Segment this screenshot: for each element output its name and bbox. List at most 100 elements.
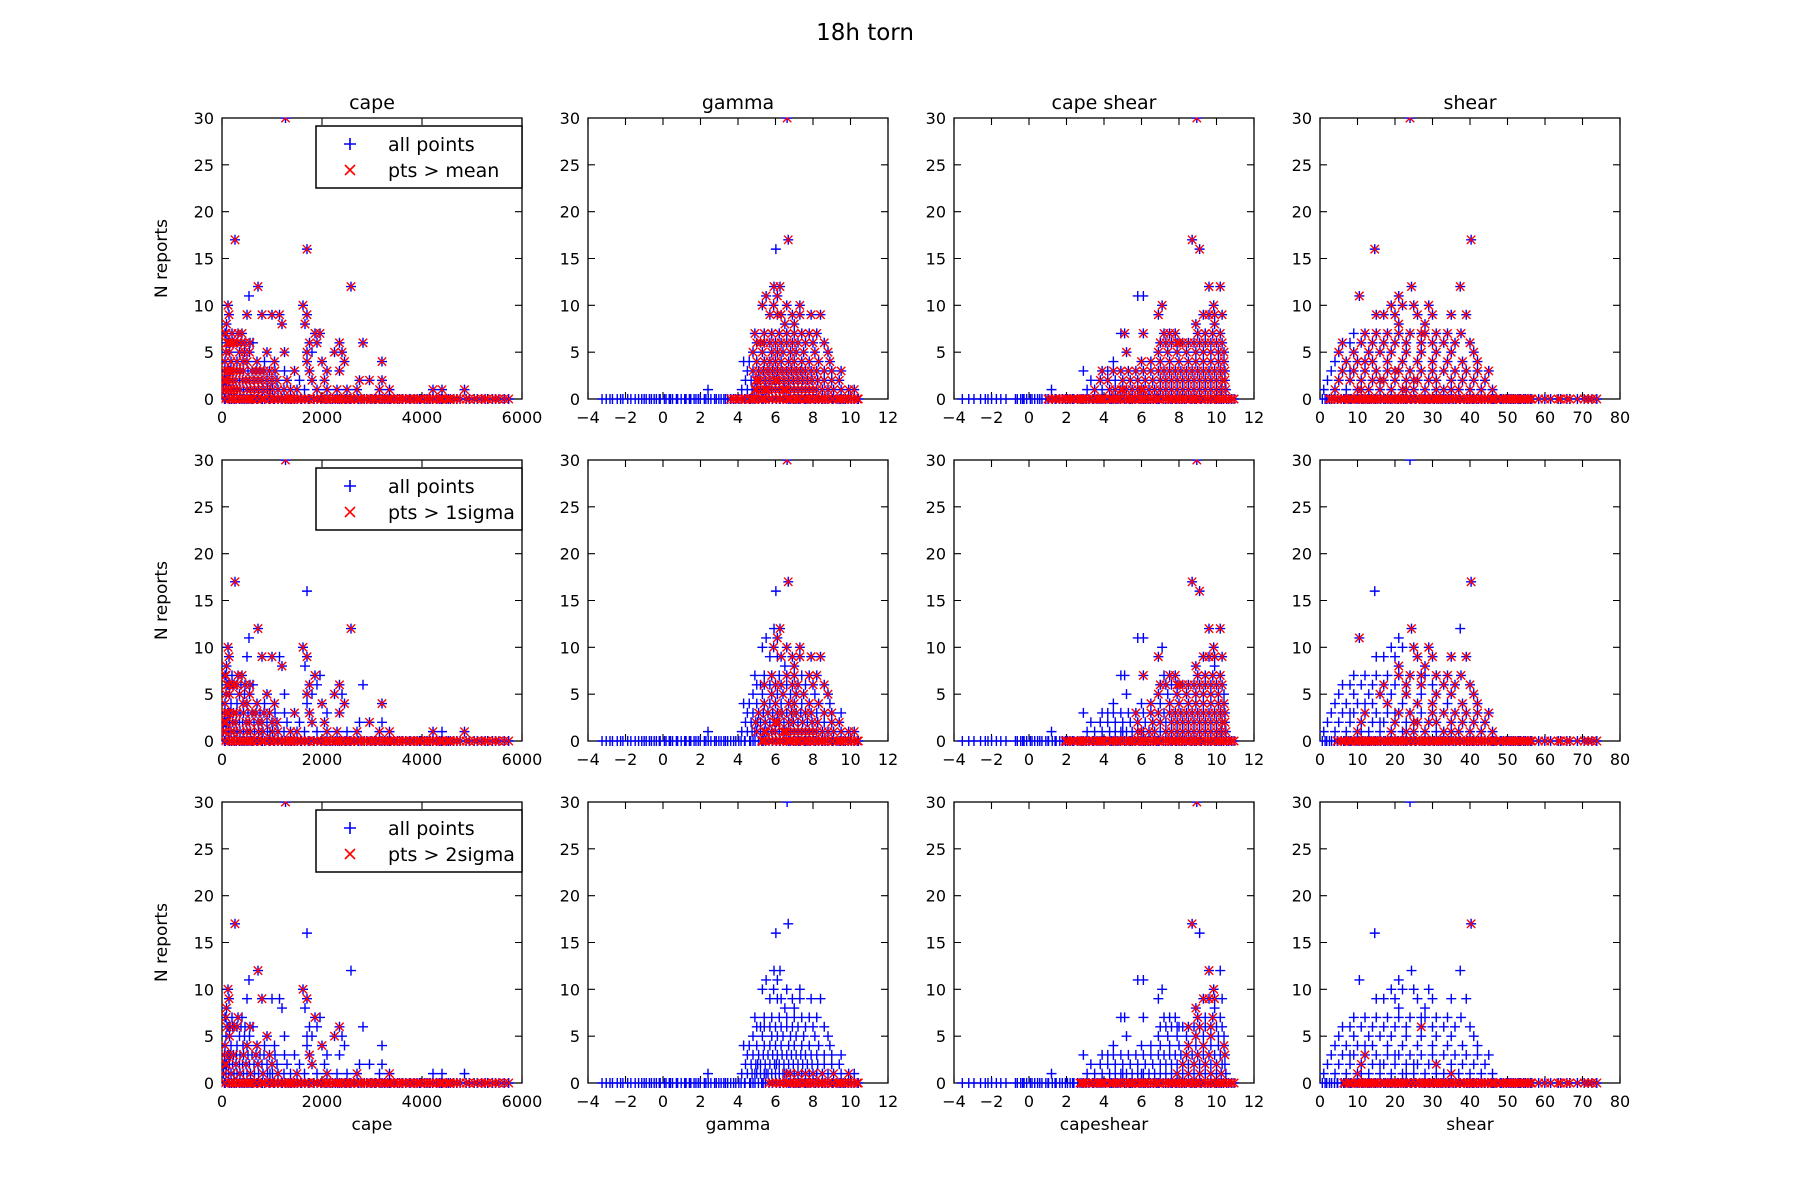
legend-frame: [315, 809, 523, 873]
points-layer: [597, 459, 864, 746]
x-tick-label: 4: [733, 750, 743, 769]
y-tick-label: 20: [1292, 887, 1312, 906]
y-tick-label: 25: [926, 498, 946, 517]
x-tick-label: 80: [1610, 408, 1630, 427]
x-tick-label: 4: [1099, 1092, 1109, 1111]
y-tick-label: 15: [560, 250, 580, 269]
y-tick-label: 30: [194, 451, 214, 470]
y-tick-label: 25: [1292, 156, 1312, 175]
column-title: cape shear: [1052, 92, 1157, 114]
y-tick-label: 25: [926, 840, 946, 859]
panel-gamma-row1: −4 −2 0 2 4 6 8 10 12 0 5 10 15 20 25 30 gamma: [560, 92, 899, 427]
y-tick-label: 0: [204, 1074, 214, 1093]
y-axis-label: N reports: [152, 903, 172, 982]
x-tick-label: 0: [658, 408, 668, 427]
y-tick-label: 5: [936, 343, 946, 362]
x-tick-label: 70: [1572, 750, 1592, 769]
y-tick-label: 30: [560, 109, 580, 128]
x-tick-label: 70: [1572, 408, 1592, 427]
x-tick-label: −4: [942, 408, 966, 427]
legend-exceed-marker: [344, 164, 356, 176]
panel-cape-row1: 0 2000 4000 6000 0 5 10 15 20 25 30 cape N reports al…: [152, 92, 542, 427]
x-tick-label: 4: [733, 408, 743, 427]
y-tick-label: 30: [926, 793, 946, 812]
y-tick-label: 30: [926, 109, 946, 128]
y-tick-label: 20: [926, 887, 946, 906]
x-tick-label: 0: [1024, 408, 1034, 427]
x-tick-label: 0: [1315, 1092, 1325, 1111]
x-axis-label: cape: [351, 1115, 392, 1135]
legend-box: all points pts > 1sigma: [315, 467, 523, 531]
x-tick-label: 6: [770, 1092, 780, 1111]
exceed-points-markers: [764, 1068, 864, 1088]
points-layer: [597, 117, 864, 404]
x-tick-label: 2: [1061, 408, 1071, 427]
y-tick-label: 15: [1292, 934, 1312, 953]
x-tick-label: 50: [1497, 1092, 1517, 1111]
x-tick-label: 0: [658, 750, 668, 769]
y-tick-label: 25: [1292, 840, 1312, 859]
legend-exceed-marker: [344, 848, 356, 860]
x-tick-label: 0: [658, 1092, 668, 1111]
column-title: cape: [349, 92, 395, 114]
axes-frame: [587, 801, 889, 1084]
x-tick-label: 6000: [502, 1092, 543, 1111]
x-tick-label: 8: [808, 408, 818, 427]
panel-shear-row2: 0 10 20 30 40 50 60 70 80 0 5 10 15 20 25 30: [1292, 451, 1631, 769]
x-tick-label: −4: [576, 408, 600, 427]
exceed-points-markers: [1324, 117, 1602, 404]
y-tick-label: 30: [926, 451, 946, 470]
y-tick-label: 20: [926, 545, 946, 564]
panel-capeshear-row3: −4 −2 0 2 4 6 8 10 12 0 5 10 15 20 25 30 capeshear: [926, 793, 1265, 1135]
legend-frame: [315, 125, 523, 189]
y-tick-label: 5: [570, 1027, 580, 1046]
points-layer: [221, 117, 514, 404]
points-layer: [957, 117, 1240, 404]
y-tick-label: 20: [1292, 203, 1312, 222]
legend-all-points-label: all points: [388, 818, 475, 840]
y-tick-label: 10: [560, 296, 580, 315]
y-tick-label: 10: [194, 980, 214, 999]
y-tick-label: 10: [1292, 980, 1312, 999]
x-tick-label: 6: [1136, 408, 1146, 427]
x-tick-label: 6: [770, 750, 780, 769]
x-tick-label: 2: [695, 750, 705, 769]
legend-all-points-marker: [344, 822, 356, 834]
exceed-points-markers: [221, 801, 514, 1088]
panel-gamma-row3: −4 −2 0 2 4 6 8 10 12 0 5 10 15 20 25 30 gamma: [560, 793, 899, 1135]
axes-frame: [587, 459, 889, 742]
y-tick-label: 30: [560, 451, 580, 470]
panel-capeshear-row2: −4 −2 0 2 4 6 8 10 12 0 5 10 15 20 25 30: [926, 451, 1265, 769]
x-tick-label: 8: [1174, 1092, 1184, 1111]
x-tick-label: 20: [1385, 408, 1405, 427]
y-tick-label: 10: [194, 638, 214, 657]
y-tick-label: 15: [926, 592, 946, 611]
panel-capeshear-row1: −4 −2 0 2 4 6 8 10 12 0 5 10 15 20 25 30 cape shear: [926, 92, 1265, 427]
legend-frame: [315, 467, 523, 531]
x-tick-label: 8: [808, 1092, 818, 1111]
y-tick-label: 10: [194, 296, 214, 315]
x-tick-label: 60: [1535, 408, 1555, 427]
y-tick-label: 10: [926, 638, 946, 657]
y-tick-label: 15: [194, 592, 214, 611]
x-tick-label: 2: [695, 408, 705, 427]
points-layer: [1319, 459, 1602, 746]
legend-box: all points pts > 2sigma: [315, 809, 523, 873]
x-tick-label: 6000: [502, 750, 543, 769]
legend-all-points-label: all points: [388, 476, 475, 498]
x-tick-label: 8: [1174, 408, 1184, 427]
x-tick-label: 4000: [402, 408, 443, 427]
y-tick-label: 5: [570, 343, 580, 362]
y-tick-label: 30: [194, 793, 214, 812]
x-tick-label: 0: [217, 750, 227, 769]
axes-frame: [953, 459, 1255, 742]
x-tick-label: 10: [1347, 750, 1367, 769]
x-tick-label: 50: [1497, 408, 1517, 427]
x-tick-label: 30: [1422, 750, 1442, 769]
exceed-points-markers: [1060, 459, 1239, 746]
panel-shear-row1: 0 10 20 30 40 50 60 70 80 0 5 10 15 20 25 30 shear: [1292, 92, 1631, 427]
y-tick-label: 5: [204, 685, 214, 704]
exceed-points-markers: [1075, 801, 1239, 1088]
y-tick-label: 30: [194, 109, 214, 128]
x-tick-label: 60: [1535, 1092, 1555, 1111]
